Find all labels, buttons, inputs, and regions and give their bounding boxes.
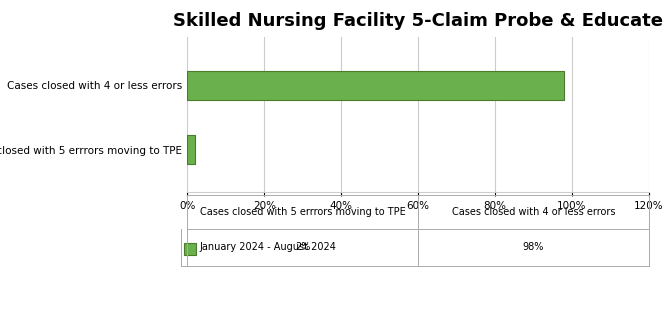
Text: Cases closed with 5 errrors moving to TPE: Cases closed with 5 errrors moving to TP… [200,207,405,217]
Text: January 2024 - August 2024: January 2024 - August 2024 [199,242,337,252]
Bar [187,71,564,100]
Text: Cases closed with 4 or less errors: Cases closed with 4 or less errors [452,207,615,217]
Bar [187,135,195,164]
Title: Skilled Nursing Facility 5-Claim Probe & Educate: Skilled Nursing Facility 5-Claim Probe &… [173,12,663,30]
Text: 98%: 98% [523,242,544,252]
Text: 2%: 2% [295,242,310,252]
